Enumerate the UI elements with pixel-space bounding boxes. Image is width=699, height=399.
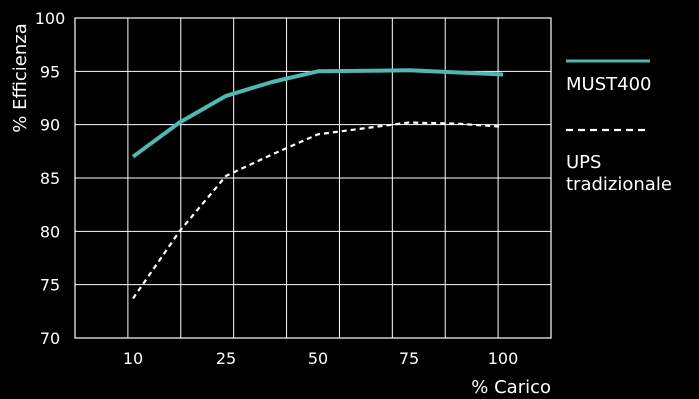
- legend-label-ups-line2: tradizionale: [566, 174, 672, 195]
- legend-label-must400: MUST400: [566, 74, 651, 95]
- legend: MUST400 UPS tradizionale: [566, 59, 672, 195]
- x-axis-title: % Carico: [471, 377, 551, 398]
- x-tick-label: 100: [488, 349, 519, 368]
- series-line-ups-tradizionale: [132, 121, 504, 300]
- y-tick-label: 80: [40, 222, 60, 241]
- y-tick-label: 100: [35, 9, 66, 28]
- y-tick-label: 70: [40, 329, 60, 348]
- series-lines: [131, 68, 504, 300]
- series-line-must400: [131, 68, 504, 159]
- x-tick-labels: 10 25 50 75 100: [123, 349, 518, 368]
- y-tick-labels: 70 75 80 85 90 95 100: [35, 9, 66, 348]
- y-tick-label: 85: [40, 169, 60, 188]
- x-tick-label: 50: [308, 349, 328, 368]
- y-axis-title: % Efficienza: [10, 23, 31, 132]
- grid: [74, 17, 552, 339]
- y-tick-label: 90: [40, 116, 60, 135]
- y-tick-label: 95: [40, 62, 60, 81]
- legend-label-ups-line1: UPS: [566, 152, 601, 173]
- x-tick-label: 25: [216, 349, 236, 368]
- x-tick-label: 75: [399, 349, 419, 368]
- y-tick-label: 75: [40, 276, 60, 295]
- x-tick-label: 10: [123, 349, 143, 368]
